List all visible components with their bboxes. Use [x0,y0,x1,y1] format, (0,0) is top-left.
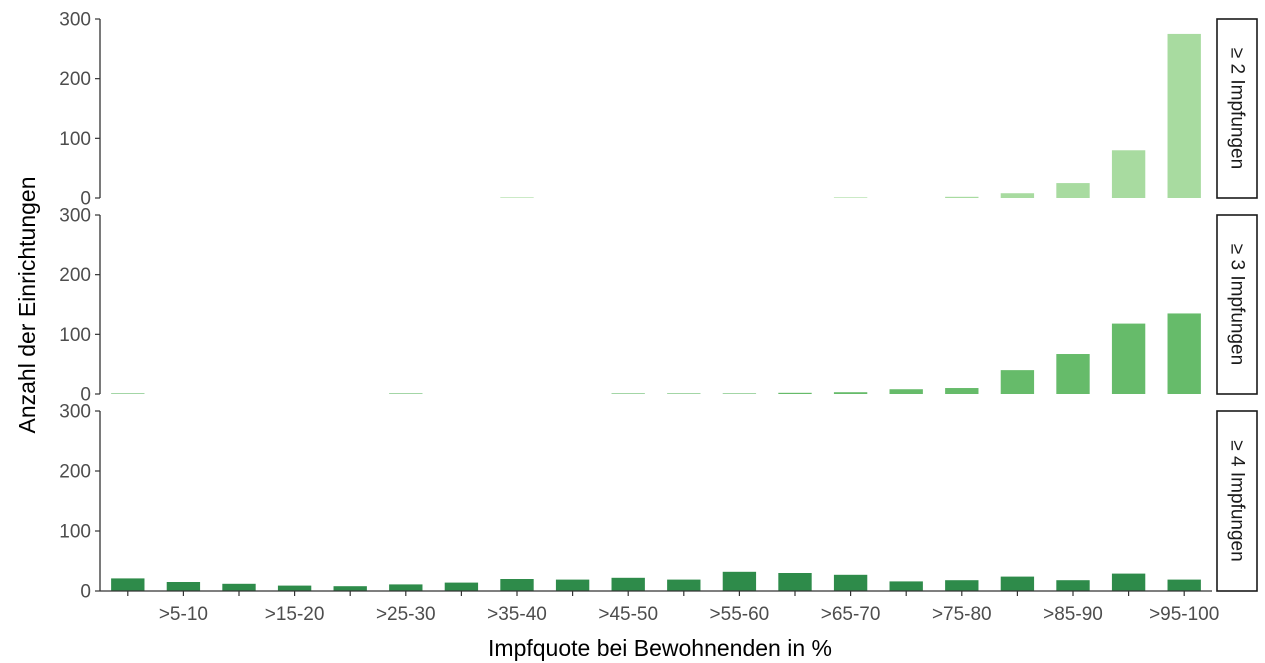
bar [500,197,534,198]
x-tick-label: >35-40 [487,604,547,625]
y-tick-label: 300 [59,10,91,31]
facet-strip [1216,410,1258,592]
facet-panel: 0 100 200 300 ≥ 2 Impfungen [59,10,1258,210]
bar [1167,33,1201,198]
bar [833,574,868,591]
bar [389,584,423,591]
x-axis: >5-10 >15-20 >25-30 >35-40 >45-50 >55-60 >65-7… [100,590,1219,625]
bar [1111,323,1146,394]
facet-strip [1216,214,1258,395]
bar [889,581,923,591]
bar [1111,573,1146,591]
y-tick-label: 200 [59,69,91,90]
y-tick-label: 100 [59,129,91,150]
y-tick-label: 200 [59,265,91,286]
bar [1000,193,1035,198]
bar [611,393,645,394]
bar [1056,354,1090,394]
y-tick-label: 300 [59,206,91,227]
y-tick-label: 0 [80,385,91,406]
x-axis-title: Impfquote bei Bewohnenden in % [488,635,832,661]
facet-label: ≥ 4 Impfungen [1227,440,1248,561]
bar [1000,576,1035,591]
bar [222,583,256,591]
x-tick-label: >65-70 [821,604,881,625]
bar [500,579,534,591]
y-tick-label: 100 [59,522,91,543]
bar [111,393,145,394]
bar [722,571,757,591]
bar [611,577,645,591]
bar [778,573,812,591]
bar [833,392,868,394]
bar [166,582,201,591]
x-tick-label: >45-50 [598,604,658,625]
facet-panel: 0 100 200 300 ≥ 4 Impfungen [59,402,1258,603]
x-tick-label: >15-20 [265,604,325,625]
bar [555,579,590,591]
bar [945,388,979,394]
bar [1000,370,1035,394]
x-tick-label: >75-80 [932,604,992,625]
bar [945,196,979,198]
bar [667,579,701,591]
x-tick-label: >85-90 [1043,604,1103,625]
y-tick-label: 200 [59,462,91,483]
bar [333,586,367,591]
x-tick-label: >5-10 [159,604,208,625]
bar [1056,183,1090,198]
bar [667,393,701,394]
bar [722,393,757,394]
bar [111,578,145,591]
panels: 0 100 200 300 ≥ 2 Impfungen 0 100 200 300 ≥ 3 Imp… [59,10,1258,603]
x-tick-label: >55-60 [710,604,770,625]
y-axis-title: Anzahl der Einrichtungen [14,177,40,434]
bar [1056,580,1090,591]
facet-strip [1216,18,1258,199]
facet-panel: 0 100 200 300 ≥ 3 Impfungen [59,206,1258,406]
bar [389,393,423,394]
bar [889,389,923,394]
bar [945,580,979,591]
x-tick-label: >25-30 [376,604,436,625]
bar [277,585,312,591]
facet-label: ≥ 2 Impfungen [1227,48,1248,169]
y-tick-label: 300 [59,402,91,423]
bar [444,582,479,591]
y-tick-label: 0 [80,189,91,210]
facet-label: ≥ 3 Impfungen [1227,244,1248,365]
x-tick-label: >95-100 [1149,604,1219,625]
y-tick-label: 100 [59,325,91,346]
bar [1167,579,1201,591]
y-tick-label: 0 [80,582,91,603]
bar [778,392,812,394]
bar [1167,313,1201,394]
bar [1111,150,1146,198]
bar [833,197,868,198]
